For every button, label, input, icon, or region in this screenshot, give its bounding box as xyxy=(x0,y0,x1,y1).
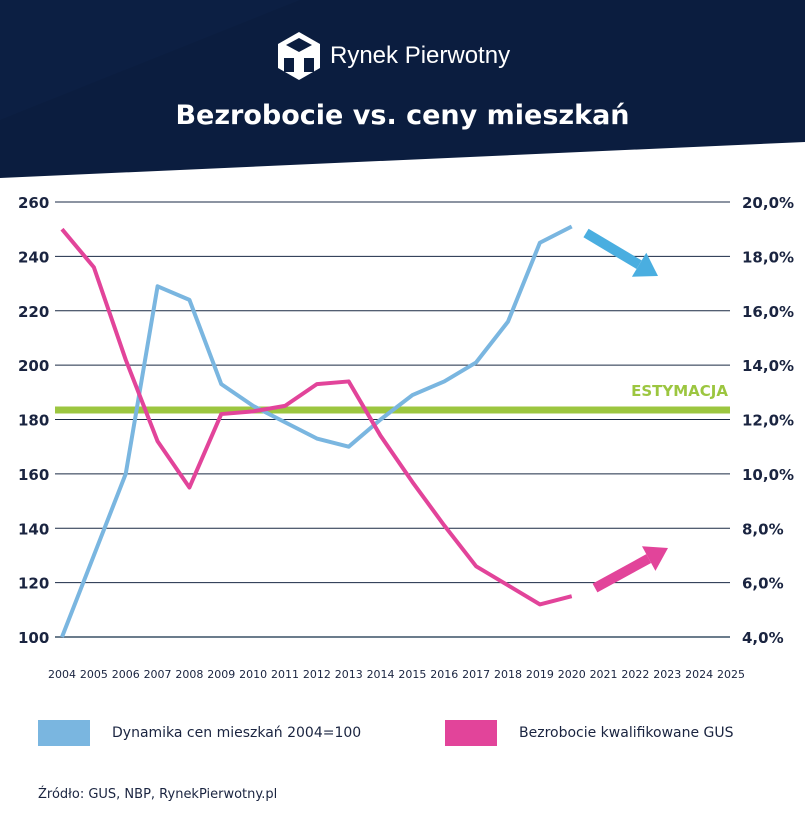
brand-name: Rynek Pierwotny xyxy=(330,42,511,69)
y-left-tick-label: 220 xyxy=(18,303,49,321)
legend-item-prices: Dynamika cen mieszkań 2004=100 xyxy=(38,720,361,746)
y-left-tick-label: 140 xyxy=(18,520,49,538)
x-tick-label: 2007 xyxy=(144,668,172,681)
source-note: Źródło: GUS, NBP, RynekPierwotny.pl xyxy=(38,787,278,802)
arrow-down-icon xyxy=(583,228,642,270)
brand-logo: Rynek Pierwotny xyxy=(276,30,510,82)
x-tick-label: 2018 xyxy=(494,668,522,681)
estimate-label: ESTYMACJA xyxy=(631,382,728,400)
x-tick-label: 2014 xyxy=(367,668,395,681)
x-tick-label: 2006 xyxy=(112,668,140,681)
x-tick-label: 2004 xyxy=(48,668,76,681)
x-tick-label: 2012 xyxy=(303,668,331,681)
y-left-tick-label: 240 xyxy=(18,248,49,266)
cube-logo-icon xyxy=(278,32,320,80)
y-right-tick-label: 10,0% xyxy=(742,466,794,484)
arrow-up-icon xyxy=(592,554,652,593)
x-tick-label: 2017 xyxy=(462,668,490,681)
y-left-tick-label: 160 xyxy=(18,466,49,484)
x-tick-label: 2009 xyxy=(207,668,235,681)
x-tick-label: 2005 xyxy=(80,668,108,681)
series-line-prices xyxy=(60,224,573,638)
y-left-tick-label: 100 xyxy=(18,629,49,647)
y-left-tick-label: 200 xyxy=(18,357,49,375)
series-line-unemployment xyxy=(60,227,573,607)
legend-label: Dynamika cen mieszkań 2004=100 xyxy=(112,725,362,741)
header-background xyxy=(0,0,805,178)
y-right-tick-label: 12,0% xyxy=(742,412,794,430)
y-left-tick-label: 260 xyxy=(18,194,49,212)
arrow-down-icon-head xyxy=(631,252,658,277)
legend-item-unemployment: Bezrobocie kwalifikowane GUS xyxy=(445,720,734,746)
arrow-up-icon-head xyxy=(641,546,668,571)
x-tick-label: 2010 xyxy=(239,668,267,681)
legend-swatch xyxy=(38,720,90,746)
x-tick-label: 2025 xyxy=(717,668,745,681)
y-right-tick-label: 6,0% xyxy=(742,575,784,593)
x-tick-label: 2024 xyxy=(685,668,713,681)
legend-swatch xyxy=(445,720,497,746)
page-title: Bezrobocie vs. ceny mieszkań xyxy=(175,100,630,131)
y-left-tick-label: 120 xyxy=(18,575,49,593)
x-tick-label: 2022 xyxy=(621,668,649,681)
y-right-tick-label: 4,0% xyxy=(742,629,784,647)
x-tick-label: 2021 xyxy=(590,668,618,681)
x-tick-label: 2008 xyxy=(175,668,203,681)
x-tick-label: 2011 xyxy=(271,668,299,681)
x-tick-label: 2015 xyxy=(398,668,426,681)
y-right-tick-label: 8,0% xyxy=(742,520,784,538)
y-left-tick-label: 180 xyxy=(18,412,49,430)
y-right-tick-label: 14,0% xyxy=(742,357,794,375)
chart: 100 4,0% 120 6,0% 140 8,0% 160 10,0% 180 12,0% 200… xyxy=(18,194,794,681)
x-tick-label: 2020 xyxy=(558,668,586,681)
y-right-tick-label: 20,0% xyxy=(742,194,794,212)
x-tick-label: 2016 xyxy=(430,668,458,681)
y-right-tick-label: 18,0% xyxy=(742,248,794,266)
y-right-tick-label: 16,0% xyxy=(742,303,794,321)
x-tick-label: 2019 xyxy=(526,668,554,681)
x-tick-label: 2013 xyxy=(335,668,363,681)
x-tick-label: 2023 xyxy=(653,668,681,681)
legend-label: Bezrobocie kwalifikowane GUS xyxy=(519,725,734,741)
